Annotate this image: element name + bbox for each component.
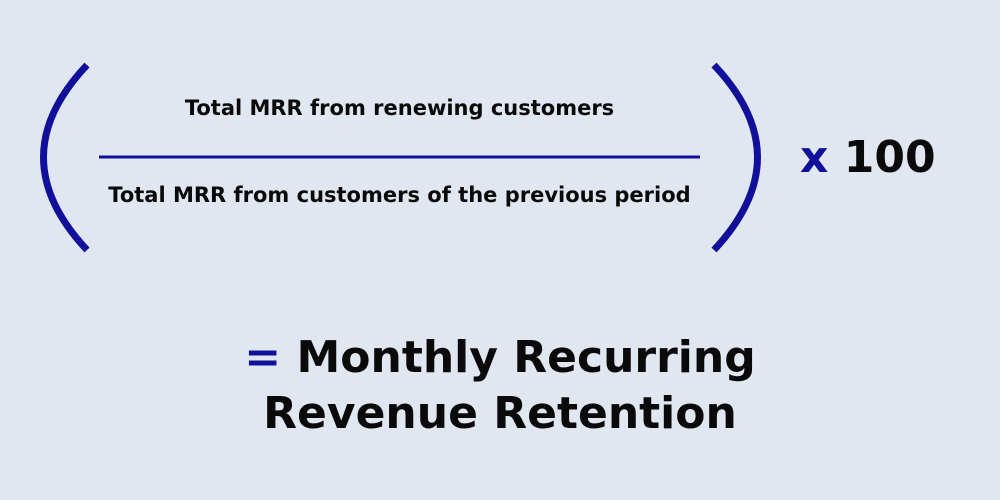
result: = Monthly Recurring Revenue Retention <box>0 330 1000 442</box>
multiply-symbol: x <box>800 132 829 183</box>
right-parenthesis <box>711 62 761 253</box>
result-line-1: Monthly Recurring <box>296 332 756 383</box>
left-parenthesis <box>40 62 90 253</box>
multiplier-value: 100 <box>843 132 936 183</box>
multiplier: x 100 <box>800 132 936 183</box>
numerator: Total MRR from renewing customers <box>184 96 615 120</box>
equals-symbol: = <box>244 332 282 383</box>
result-line-2: Revenue Retention <box>263 388 737 439</box>
denominator: Total MRR from customers of the previous… <box>108 183 691 207</box>
